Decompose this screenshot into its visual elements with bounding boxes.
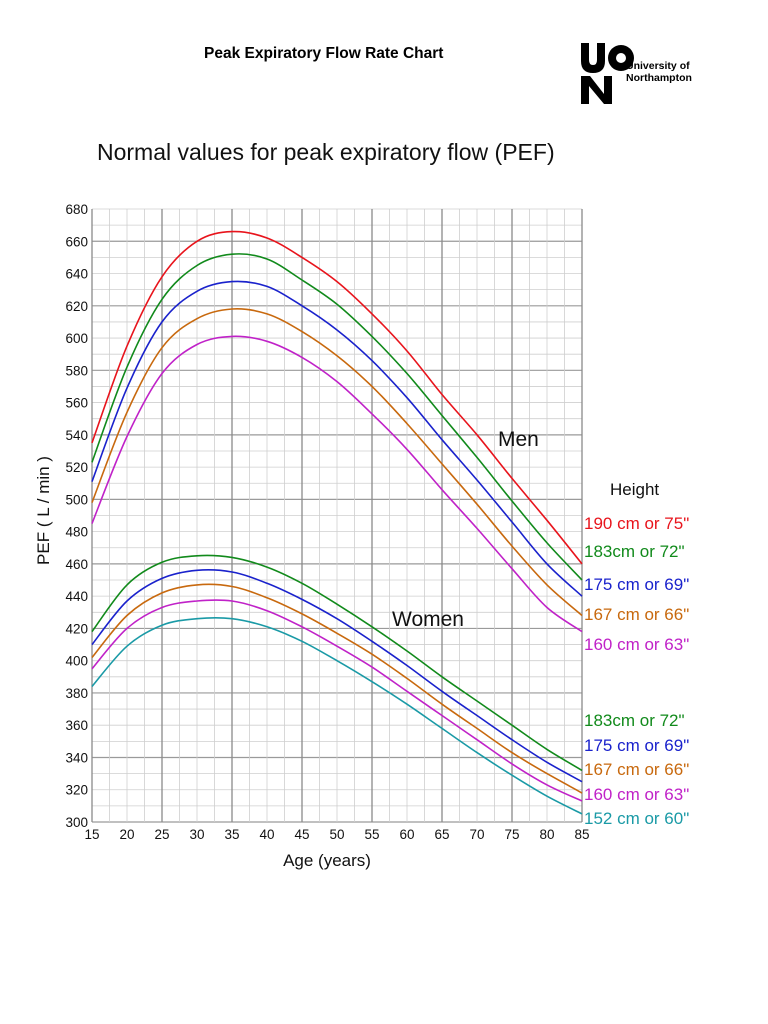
y-tick-label: 520: [65, 460, 88, 475]
y-axis-label: PEF ( L / min ): [34, 456, 53, 565]
x-tick-label: 80: [539, 827, 554, 842]
y-tick-label: 340: [65, 750, 88, 765]
series-line: [91, 617, 583, 815]
legend-item: 175 cm or 69": [584, 736, 689, 755]
series-line: [91, 308, 583, 617]
y-tick-label: 660: [65, 234, 88, 249]
legend-item: 152 cm or 60": [584, 809, 689, 828]
x-tick-label: 30: [189, 827, 204, 842]
chart-series: [91, 230, 583, 815]
x-tick-label: 55: [364, 827, 379, 842]
chart-ticks: 15 20 25 30 35 40 45 50 55 60 65 70 75 80 85 300 320 340 3…: [65, 202, 589, 842]
legend-item: 167 cm or 66": [584, 605, 689, 624]
series-line: [91, 569, 583, 783]
series-line: [91, 599, 583, 802]
legend-item: 183cm or 72": [584, 542, 685, 561]
chart-grid: [91, 208, 583, 823]
legend-item: 160 cm or 63": [584, 635, 689, 654]
y-tick-label: 440: [65, 589, 88, 604]
logo-text-line2: Northampton: [626, 72, 692, 84]
y-tick-label: 400: [65, 654, 88, 669]
x-tick-label: 25: [154, 827, 169, 842]
series-line: [91, 583, 583, 794]
x-tick-label: 35: [224, 827, 239, 842]
y-tick-label: 500: [65, 492, 88, 507]
y-tick-label: 580: [65, 363, 88, 378]
y-tick-label: 320: [65, 783, 88, 798]
x-tick-label: 20: [119, 827, 134, 842]
series-line: [91, 253, 583, 581]
x-tick-label: 75: [504, 827, 519, 842]
legend-item: 175 cm or 69": [584, 575, 689, 594]
x-tick-label: 40: [259, 827, 274, 842]
y-tick-label: 600: [65, 331, 88, 346]
y-tick-label: 420: [65, 621, 88, 636]
y-tick-label: 360: [65, 718, 88, 733]
series-line: [91, 554, 583, 772]
series-line: [91, 230, 583, 565]
legend-item: 183cm or 72": [584, 711, 685, 730]
y-tick-label: 380: [65, 686, 88, 701]
logo-text-line1: University of: [626, 60, 690, 72]
y-tick-label: 480: [65, 525, 88, 540]
series-line: [91, 280, 583, 597]
chart-legend: 190 cm or 75" 183cm or 72" 175 cm or 69" 16…: [584, 514, 689, 828]
x-tick-label: 70: [469, 827, 484, 842]
y-tick-label: 300: [65, 815, 88, 830]
women-group-label: Women: [392, 608, 464, 631]
x-tick-label: 60: [399, 827, 414, 842]
x-tick-label: 45: [294, 827, 309, 842]
chart-title: Normal values for peak expiratory flow (…: [97, 139, 555, 165]
legend-item: 190 cm or 75": [584, 514, 689, 533]
y-tick-label: 460: [65, 557, 88, 572]
university-logo: University of Northampton: [580, 43, 705, 110]
uon-logo-icon: University of Northampton: [581, 43, 692, 104]
legend-item: 167 cm or 66": [584, 760, 689, 779]
y-tick-label: 540: [65, 428, 88, 443]
x-tick-label: 85: [574, 827, 589, 842]
series-line: [91, 335, 583, 633]
x-axis-label: Age (years): [283, 851, 371, 870]
page-title: Peak Expiratory Flow Rate Chart: [204, 45, 444, 62]
legend-height-header: Height: [610, 480, 659, 499]
x-tick-label: 65: [434, 827, 449, 842]
x-tick-label: 50: [329, 827, 344, 842]
x-tick-label: 15: [84, 827, 99, 842]
men-group-label: Men: [498, 428, 539, 451]
y-tick-label: 680: [65, 202, 88, 217]
y-tick-label: 620: [65, 299, 88, 314]
y-tick-label: 640: [65, 267, 88, 282]
legend-item: 160 cm or 63": [584, 785, 689, 804]
y-tick-label: 560: [65, 396, 88, 411]
